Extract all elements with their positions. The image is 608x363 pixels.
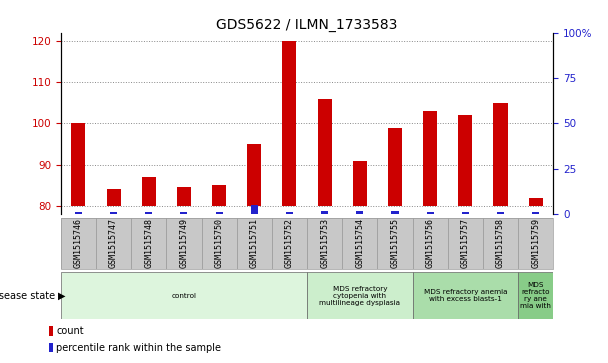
Text: disease state: disease state (0, 291, 55, 301)
Bar (528, 198, 543, 206)
Bar (458, 115, 472, 206)
Text: GSM1515756: GSM1515756 (426, 218, 435, 268)
Bar (49, 326, 53, 336)
Bar (342, 218, 378, 269)
Text: MDS
refracto
ry ane
mia with: MDS refracto ry ane mia with (520, 282, 551, 309)
Text: MDS refractory
cytopenia with
multilineage dysplasia: MDS refractory cytopenia with multilinea… (319, 286, 400, 306)
Bar (167, 218, 201, 269)
Bar (250, 205, 258, 214)
Bar (201, 218, 237, 269)
Bar (378, 218, 413, 269)
Bar (145, 212, 152, 214)
Text: GSM1515753: GSM1515753 (320, 218, 329, 268)
Bar (247, 144, 261, 206)
Bar (423, 111, 437, 206)
Bar (494, 103, 508, 206)
Bar (282, 41, 297, 206)
Text: GSM1515750: GSM1515750 (215, 218, 224, 268)
Bar (106, 189, 120, 206)
Bar (110, 212, 117, 214)
Text: GSM1515752: GSM1515752 (285, 218, 294, 268)
Bar (353, 160, 367, 206)
Text: percentile rank within the sample: percentile rank within the sample (56, 343, 221, 352)
Bar (212, 185, 226, 206)
Text: GSM1515757: GSM1515757 (461, 218, 470, 268)
Text: GSM1515759: GSM1515759 (531, 218, 540, 268)
Text: GSM1515758: GSM1515758 (496, 218, 505, 268)
Bar (518, 272, 553, 319)
Text: control: control (171, 293, 196, 299)
Bar (388, 127, 402, 206)
Bar (462, 212, 469, 214)
Bar (61, 272, 307, 319)
Bar (96, 218, 131, 269)
Text: GSM1515748: GSM1515748 (144, 218, 153, 268)
Bar (75, 212, 82, 214)
Bar (317, 99, 332, 206)
Bar (532, 212, 539, 214)
Bar (307, 218, 342, 269)
Bar (286, 212, 293, 214)
Bar (447, 218, 483, 269)
Text: GSM1515746: GSM1515746 (74, 218, 83, 268)
Bar (356, 211, 364, 214)
Bar (61, 218, 96, 269)
Bar (483, 218, 518, 269)
Text: count: count (56, 326, 84, 336)
Bar (427, 212, 434, 214)
Bar (518, 218, 553, 269)
Bar (413, 218, 447, 269)
Text: ▶: ▶ (58, 291, 65, 301)
Bar (392, 211, 398, 214)
Bar (71, 123, 85, 206)
Bar (49, 343, 53, 352)
Text: GSM1515755: GSM1515755 (390, 218, 399, 268)
Bar (237, 218, 272, 269)
Bar (307, 272, 413, 319)
Bar (142, 177, 156, 206)
Bar (413, 272, 518, 319)
Bar (131, 218, 167, 269)
Text: GSM1515747: GSM1515747 (109, 218, 118, 268)
Bar (181, 212, 187, 214)
Text: GSM1515749: GSM1515749 (179, 218, 188, 268)
Text: GSM1515754: GSM1515754 (355, 218, 364, 268)
Text: GSM1515751: GSM1515751 (250, 218, 259, 268)
Bar (497, 212, 504, 214)
Title: GDS5622 / ILMN_1733583: GDS5622 / ILMN_1733583 (216, 18, 398, 32)
Bar (216, 212, 223, 214)
Text: MDS refractory anemia
with excess blasts-1: MDS refractory anemia with excess blasts… (424, 289, 507, 302)
Bar (177, 187, 191, 206)
Bar (321, 211, 328, 214)
Bar (272, 218, 307, 269)
